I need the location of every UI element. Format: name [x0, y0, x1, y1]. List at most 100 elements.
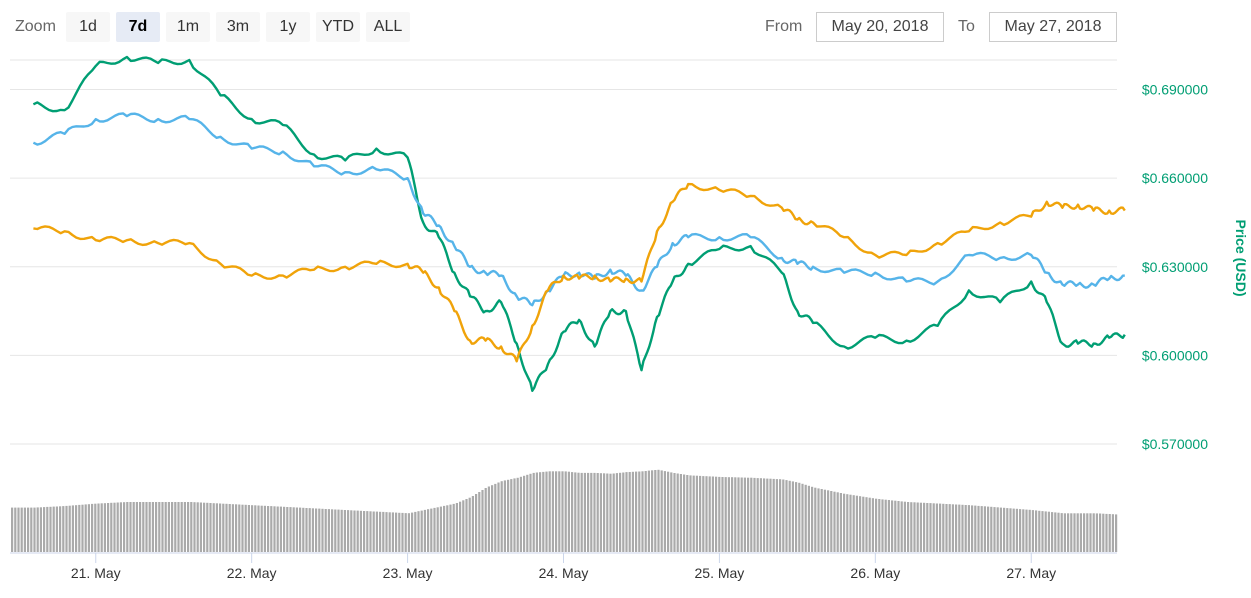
series-line-green[interactable] — [32, 55, 1126, 392]
zoom-ytd-button[interactable]: YTD — [316, 12, 360, 42]
volume-bar — [491, 485, 494, 552]
zoom-all-button[interactable]: ALL — [366, 12, 410, 42]
y-tick-label: $0.690000 — [1142, 82, 1208, 98]
volume-bar — [308, 508, 311, 552]
zoom-7d-button[interactable]: 7d — [116, 12, 160, 42]
volume-bar — [580, 472, 583, 552]
volume-bar — [241, 504, 244, 552]
volume-bar — [455, 503, 458, 552]
volume-bar — [318, 508, 321, 552]
volume-bar — [1060, 513, 1063, 552]
zoom-3m-button[interactable]: 3m — [216, 12, 260, 42]
volume-bar — [142, 502, 145, 552]
volume-bar — [574, 472, 577, 552]
volume-bar — [964, 505, 967, 552]
volume-bar — [903, 501, 906, 552]
volume-bar — [887, 500, 890, 552]
volume-bar — [971, 505, 974, 552]
volume-bar — [1115, 514, 1118, 552]
volume-bar — [126, 502, 129, 552]
series-line-orange[interactable] — [33, 182, 1126, 363]
volume-bar — [763, 478, 766, 552]
volume-bar — [395, 512, 398, 552]
volume-bar — [449, 504, 452, 552]
volume-bars — [11, 469, 1118, 552]
volume-bar — [199, 502, 202, 552]
volume-bar — [913, 502, 916, 552]
volume-bar — [846, 494, 849, 552]
to-date-input[interactable]: May 27, 2018 — [989, 12, 1117, 42]
volume-bar — [343, 510, 346, 552]
volume-bar — [705, 476, 708, 552]
volume-bar — [606, 473, 609, 552]
range-selector-toolbar: Zoom 1d 7d 1m 3m 1y YTD ALL From May 20,… — [0, 0, 1251, 50]
volume-bar — [891, 500, 894, 552]
volume-bar — [676, 473, 679, 552]
volume-bar — [87, 504, 90, 552]
grid-lines — [10, 59, 1117, 445]
volume-bar — [999, 507, 1002, 552]
volume-bar — [359, 510, 362, 552]
volume-bar — [219, 503, 222, 552]
volume-bar — [804, 484, 807, 552]
zoom-1y-button[interactable]: 1y — [266, 12, 310, 42]
volume-bar — [529, 473, 532, 552]
volume-bar — [539, 472, 542, 552]
volume-bar — [670, 472, 673, 552]
volume-bar — [807, 485, 810, 552]
volume-bar — [503, 480, 506, 552]
volume-bar — [743, 477, 746, 552]
volume-bar — [321, 508, 324, 552]
volume-bar — [215, 503, 218, 552]
volume-bar — [49, 506, 52, 552]
volume-bar — [900, 501, 903, 552]
volume-bar — [1012, 508, 1015, 552]
volume-bar — [955, 504, 958, 552]
volume-bar — [996, 507, 999, 552]
volume-bar — [91, 503, 94, 552]
volume-bar — [907, 502, 910, 552]
volume-bar — [417, 511, 420, 552]
volume-bar — [81, 504, 84, 552]
volume-bar — [647, 470, 650, 552]
volume-bar — [100, 503, 103, 552]
volume-bar — [1089, 513, 1092, 552]
volume-bar — [164, 502, 167, 552]
volume-bar — [372, 511, 375, 552]
volume-bar — [737, 477, 740, 552]
volume-bar — [433, 507, 436, 552]
volume-bar — [519, 476, 522, 552]
volume-bar — [1006, 508, 1009, 552]
series-line-blue[interactable] — [32, 112, 1125, 307]
volume-bar — [750, 477, 753, 552]
volume-bar — [980, 506, 983, 552]
from-date-input[interactable]: May 20, 2018 — [816, 12, 944, 42]
volume-bar — [401, 512, 404, 552]
volume-bar — [1099, 513, 1102, 552]
zoom-1d-button[interactable]: 1d — [66, 12, 110, 42]
volume-bar — [33, 507, 36, 552]
volume-bar — [881, 499, 884, 552]
zoom-1m-button[interactable]: 1m — [166, 12, 210, 42]
volume-bar — [679, 474, 682, 552]
volume-bar — [468, 497, 471, 552]
volume-bar — [174, 502, 177, 552]
volume-bar — [561, 471, 564, 552]
x-tick-label: 26. May — [850, 565, 900, 581]
volume-bar — [484, 488, 487, 552]
volume-bar — [209, 503, 212, 552]
volume-bar — [795, 482, 798, 552]
volume-bar — [353, 510, 356, 552]
volume-bar — [260, 505, 263, 552]
price-series[interactable] — [32, 55, 1126, 392]
volume-bar — [967, 505, 970, 552]
volume-bar — [1111, 514, 1114, 552]
volume-bar — [148, 502, 151, 552]
volume-bar — [391, 512, 394, 552]
volume-bar — [183, 502, 186, 552]
volume-bar — [1086, 513, 1089, 552]
volume-bar — [459, 501, 462, 552]
volume-bar — [331, 509, 334, 552]
volume-bar — [366, 511, 369, 552]
volume-bar — [276, 506, 279, 552]
